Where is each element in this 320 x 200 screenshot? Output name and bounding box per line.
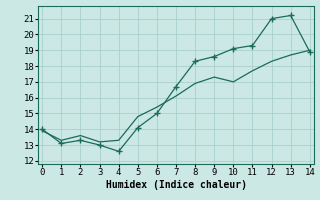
X-axis label: Humidex (Indice chaleur): Humidex (Indice chaleur) bbox=[106, 180, 246, 190]
